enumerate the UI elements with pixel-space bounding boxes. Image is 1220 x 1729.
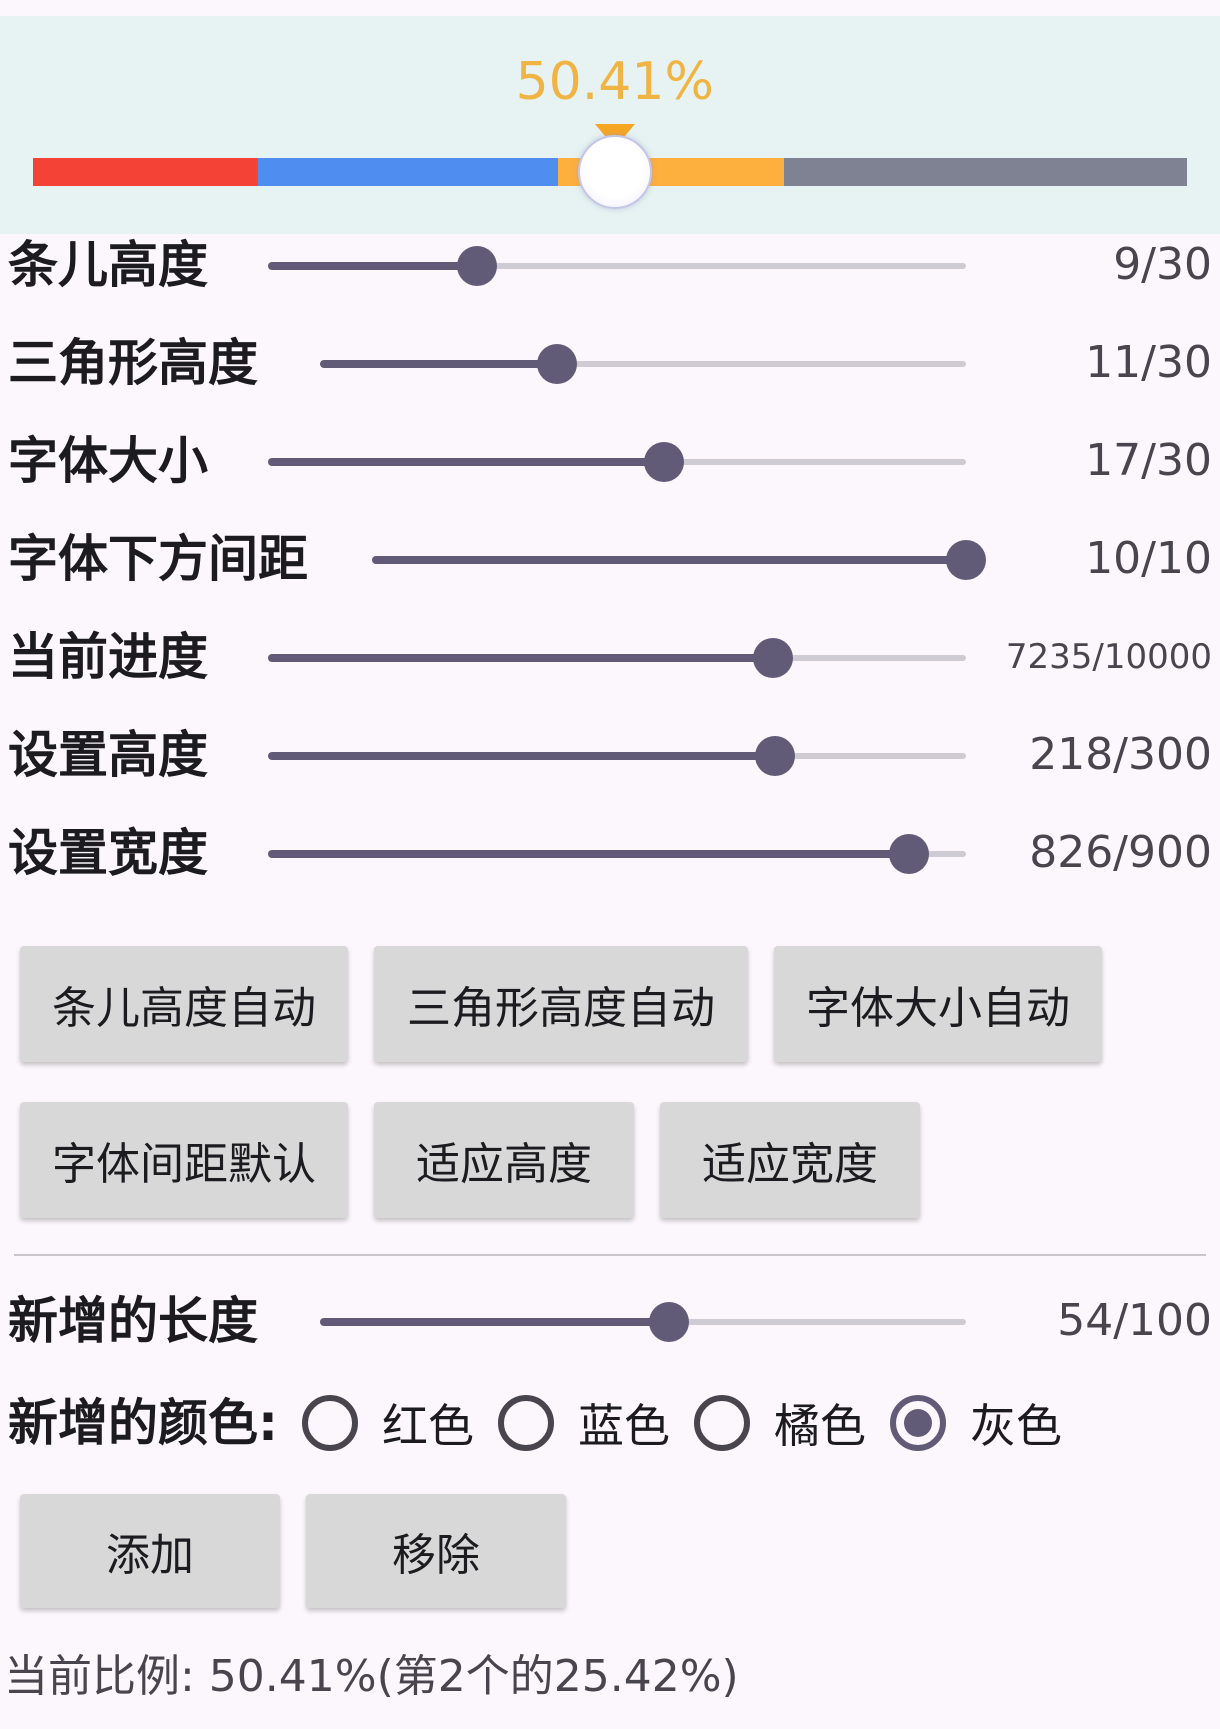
set-width-slider[interactable] — [268, 834, 966, 874]
font-size-label: 字体大小 — [8, 432, 208, 490]
set-width-label: 设置宽度 — [8, 824, 208, 882]
radio-gray-label: 灰色 — [970, 1399, 1062, 1453]
slider-active-track — [372, 556, 966, 564]
triangle-height-label: 三角形高度 — [8, 334, 258, 392]
slider-row-triangle-height: 三角形高度 11/30 — [0, 328, 1220, 398]
slider-active-track — [268, 752, 776, 760]
radio-button-circle[interactable] — [302, 1395, 358, 1451]
slider-row-set-height: 设置高度 218/300 — [0, 720, 1220, 790]
slider-active-track — [320, 1318, 669, 1326]
font-size-value: 17/30 — [1085, 435, 1212, 486]
slider-row-current-progress: 当前进度 7235/10000 — [0, 622, 1220, 692]
radio-orange-label: 橘色 — [774, 1399, 866, 1453]
bar-height-value: 9/30 — [1113, 239, 1212, 290]
font-size-slider[interactable] — [268, 442, 966, 482]
new-color-radio-group: 新增的颜色: 红色 蓝色 橘色 灰色 — [0, 1388, 1220, 1458]
radio-button-circle[interactable] — [498, 1395, 554, 1451]
font-bottom-spacing-value: 10/10 — [1085, 533, 1212, 584]
new-color-label: 新增的颜色: — [8, 1394, 278, 1452]
bar-height-auto-button[interactable]: 条儿高度自动 — [20, 946, 348, 1062]
slider-thumb[interactable] — [536, 344, 577, 384]
slider-thumb[interactable] — [457, 246, 498, 286]
radio-orange[interactable]: 橘色 — [694, 1388, 866, 1458]
preview-percent-label: 50.41% — [515, 52, 714, 112]
current-progress-label: 当前进度 — [8, 628, 208, 686]
current-progress-slider[interactable] — [268, 638, 966, 678]
slider-active-track — [268, 262, 478, 270]
bar-segment-red — [33, 158, 259, 186]
slider-thumb[interactable] — [643, 442, 684, 482]
fit-height-button[interactable]: 适应高度 — [374, 1102, 634, 1218]
triangle-height-auto-button[interactable]: 三角形高度自动 — [374, 946, 748, 1062]
radio-blue-label: 蓝色 — [578, 1399, 670, 1453]
radio-button-circle[interactable] — [694, 1395, 750, 1451]
font-spacing-default-button[interactable]: 字体间距默认 — [20, 1102, 348, 1218]
remove-button[interactable]: 移除 — [306, 1494, 566, 1608]
bar-height-slider[interactable] — [268, 246, 966, 286]
slider-thumb[interactable] — [946, 540, 986, 580]
slider-thumb[interactable] — [755, 736, 796, 776]
section-divider — [14, 1254, 1206, 1256]
slider-thumb[interactable] — [648, 1302, 689, 1342]
slider-active-track — [268, 458, 664, 466]
radio-red-label: 红色 — [382, 1399, 474, 1453]
new-length-label: 新增的长度 — [8, 1292, 258, 1350]
bar-segment-gray — [784, 158, 1187, 186]
new-length-slider[interactable] — [320, 1302, 966, 1342]
radio-button-circle[interactable] — [890, 1395, 946, 1451]
current-progress-value: 7235/10000 — [1005, 637, 1212, 677]
add-button[interactable]: 添加 — [20, 1494, 280, 1608]
slider-active-track — [268, 850, 909, 858]
font-bottom-spacing-slider[interactable] — [372, 540, 986, 580]
progress-preview: 50.41% — [0, 16, 1220, 234]
radio-red[interactable]: 红色 — [302, 1388, 474, 1458]
slider-thumb[interactable] — [888, 834, 929, 874]
set-width-value: 826/900 — [1029, 827, 1212, 878]
font-bottom-spacing-label: 字体下方间距 — [8, 530, 308, 588]
set-height-value: 218/300 — [1029, 729, 1212, 780]
fit-width-button[interactable]: 适应宽度 — [660, 1102, 920, 1218]
set-height-label: 设置高度 — [8, 726, 208, 784]
slider-thumb[interactable] — [753, 638, 793, 678]
font-size-auto-button[interactable]: 字体大小自动 — [774, 946, 1102, 1062]
slider-row-font-bottom-spacing: 字体下方间距 10/10 — [0, 524, 1220, 594]
slider-row-bar-height: 条儿高度 9/30 — [0, 230, 1220, 300]
current-ratio-text: 当前比例: 50.41%(第2个的25.42%) — [4, 1651, 739, 1702]
bar-segment-blue — [258, 158, 559, 186]
triangle-height-slider[interactable] — [320, 344, 966, 384]
new-length-value: 54/100 — [1057, 1295, 1212, 1346]
set-height-slider[interactable] — [268, 736, 966, 776]
preview-progress-thumb[interactable] — [577, 135, 652, 209]
slider-active-track — [320, 360, 557, 368]
bar-height-label: 条儿高度 — [8, 236, 208, 294]
slider-row-set-width: 设置宽度 826/900 — [0, 818, 1220, 888]
radio-blue[interactable]: 蓝色 — [498, 1388, 670, 1458]
slider-row-font-size: 字体大小 17/30 — [0, 426, 1220, 496]
slider-active-track — [268, 654, 773, 662]
radio-gray[interactable]: 灰色 — [890, 1388, 1062, 1458]
triangle-height-value: 11/30 — [1085, 337, 1212, 388]
slider-row-new-length: 新增的长度 54/100 — [0, 1286, 1220, 1356]
